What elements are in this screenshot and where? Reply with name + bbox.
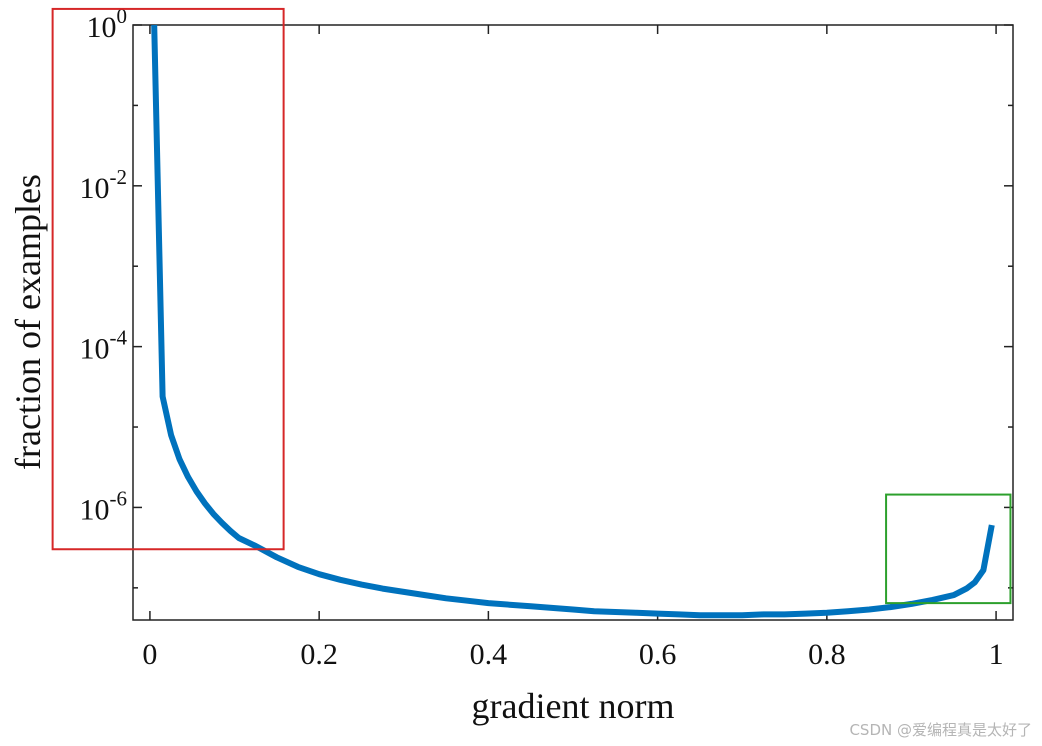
y-tick-base: 10 [87, 11, 117, 44]
series-line [151, 24, 995, 619]
y-tick-base: 10 [80, 172, 110, 205]
x-tick-label: 0.8 [808, 638, 846, 671]
x-tick-label: 0.6 [639, 638, 677, 671]
y-tick-base: 10 [80, 333, 110, 366]
high-gradient-region-box [885, 493, 1012, 605]
x-axis-title: gradient norm [472, 686, 675, 726]
y-tick-exponent: -6 [110, 486, 128, 510]
x-tick-label: 1 [989, 638, 1004, 671]
x-axis-ticks: 0 0.2 0.4 0.6 0.8 1 [142, 25, 1004, 671]
y-tick-exponent: -2 [110, 165, 128, 189]
highlight-boxes [51, 7, 1012, 605]
series-layer [151, 24, 995, 619]
y-tick-exponent: 0 [117, 4, 128, 28]
plot-frame [132, 24, 1014, 621]
y-tick-label: 10-4 [80, 326, 128, 366]
y-tick-base: 10 [80, 493, 110, 526]
x-tick-label: 0.4 [470, 638, 508, 671]
y-tick-label: 10-2 [80, 165, 128, 205]
y-tick-label: 10-6 [80, 486, 128, 526]
x-tick-label: 0 [142, 638, 157, 671]
y-axis-title: fraction of examples [8, 174, 48, 470]
y-tick-exponent: -4 [110, 326, 128, 350]
low-gradient-region-box [51, 7, 285, 551]
watermark: CSDN @爱编程真是太好了 [849, 721, 1032, 739]
x-tick-label: 0.2 [300, 638, 338, 671]
y-tick-label: 100 [87, 4, 128, 44]
